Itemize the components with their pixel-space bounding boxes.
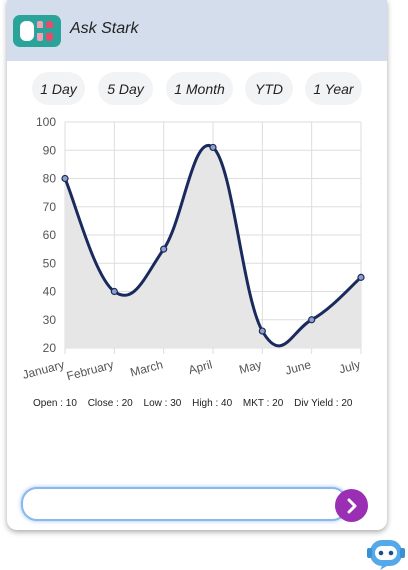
y-tick-label: 80	[43, 172, 57, 186]
send-button[interactable]	[335, 489, 368, 522]
x-tick-label: February	[65, 357, 115, 383]
series-area	[65, 145, 361, 348]
x-tick-label: March	[129, 357, 165, 379]
data-point	[110, 287, 118, 296]
chat-header: Ask Stark	[7, 0, 387, 61]
data-point	[258, 327, 266, 335]
data-point	[357, 273, 365, 281]
y-tick-label: 60	[43, 228, 57, 242]
range-button-1-day[interactable]: 1 Day	[32, 72, 85, 105]
x-tick-label: May	[238, 357, 264, 376]
x-tick-label: July	[338, 357, 362, 376]
range-button-5-day[interactable]: 5 Day	[98, 72, 153, 105]
y-tick-label: 70	[43, 200, 57, 214]
data-point	[61, 174, 69, 183]
stark-logo-icon	[13, 15, 61, 47]
y-tick-label: 90	[43, 143, 57, 157]
header-title: Ask Stark	[70, 20, 139, 37]
range-button-1-month[interactable]: 1 Month	[166, 72, 233, 105]
y-tick-label: 100	[36, 115, 56, 129]
chat-message-input[interactable]	[21, 487, 348, 521]
stat-high: High : 40	[192, 398, 233, 409]
y-tick-label: 40	[43, 285, 57, 299]
chevron-right-icon	[347, 498, 356, 513]
data-point	[209, 143, 217, 152]
x-tick-label: June	[284, 357, 313, 377]
stat-low: Low : 30	[143, 398, 182, 409]
stat-open: Open : 10	[33, 398, 77, 409]
chat-widget: Ask Stark 1 Day 5 Day 1 Month YTD 1 Year…	[7, 0, 387, 530]
stat-close: Close : 20	[87, 398, 133, 409]
stat-div-yield: Div Yield : 20	[294, 398, 353, 409]
chatbot-launcher-icon[interactable]	[367, 536, 405, 570]
y-tick-label: 20	[43, 341, 57, 355]
y-tick-label: 50	[43, 256, 57, 270]
x-tick-label: April	[187, 357, 214, 377]
stats-row: Open : 10 Close : 20 Low : 30 High : 40 …	[33, 398, 360, 409]
x-tick-label: January	[21, 357, 66, 382]
range-button-1-year[interactable]: 1 Year	[305, 72, 362, 105]
data-point	[160, 245, 168, 253]
range-button-ytd[interactable]: YTD	[245, 72, 293, 105]
data-point	[308, 316, 316, 324]
y-tick-label: 30	[43, 313, 57, 327]
stat-mkt: MKT : 20	[242, 398, 284, 409]
price-chart: 20 30 40 50 60 70 80 90 100 January February March A…	[21, 115, 365, 383]
